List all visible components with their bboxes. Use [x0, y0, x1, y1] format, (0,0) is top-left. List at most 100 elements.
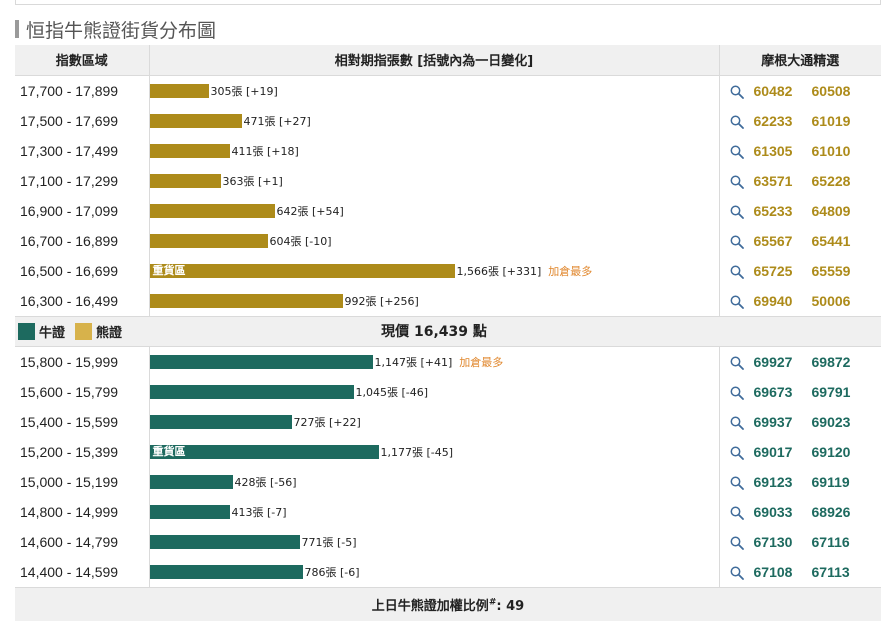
page-title: 恒指牛熊證街貨分布圖 [26, 19, 217, 42]
bear-row: 16,900 - 17,099 642張 [+54] 65233 64809 [15, 195, 881, 226]
range-label: 16,700 - 16,899 [15, 225, 150, 256]
search-icon[interactable] [730, 235, 744, 249]
bar-value-label: 771張 [-5] [301, 535, 357, 549]
bull-bar: 重貨區 [149, 444, 379, 459]
price-row-spacer [719, 315, 881, 347]
search-icon[interactable] [730, 476, 744, 490]
pick-codes: 69673 69791 [719, 377, 881, 407]
bull-rows: 15,800 - 15,999 1,147張 [+41] 加倉最多 69927 6987… [15, 346, 881, 587]
warrant-code-link[interactable]: 67108 [753, 563, 793, 580]
title-accent-bar [15, 20, 19, 38]
search-icon[interactable] [730, 416, 744, 430]
search-icon[interactable] [730, 145, 744, 159]
pick-codes: 65725 65559 [719, 256, 881, 286]
warrant-code-link[interactable]: 61305 [753, 142, 793, 159]
warrant-code-link[interactable]: 69119 [811, 473, 850, 490]
bull-row: 14,800 - 14,999 413張 [-7] 69033 68926 [15, 496, 881, 527]
warrant-code-link[interactable]: 69033 [753, 503, 793, 520]
bear-bar [149, 143, 230, 158]
search-icon[interactable] [730, 566, 744, 580]
warrant-code-link[interactable]: 62233 [753, 112, 793, 129]
range-label: 17,100 - 17,299 [15, 165, 150, 196]
bar-cell: 771張 [-5] [149, 526, 720, 557]
warrant-code-link[interactable]: 67116 [811, 533, 850, 550]
warrant-code-link[interactable]: 65567 [753, 232, 793, 249]
warrant-code-link[interactable]: 69791 [811, 383, 851, 400]
warrant-code-link[interactable]: 69123 [753, 473, 793, 490]
search-icon[interactable] [730, 265, 744, 279]
bull-row: 14,400 - 14,599 786張 [-6] 67108 67113 [15, 556, 881, 587]
bar-cell: 413張 [-7] [149, 496, 720, 527]
bull-row: 15,000 - 15,199 428張 [-56] 69123 69119 [15, 466, 881, 497]
bear-rows: 17,700 - 17,899 305張 [+19] 60482 60508 17,50… [15, 75, 881, 316]
search-icon[interactable] [730, 295, 744, 309]
range-label: 15,600 - 15,799 [15, 376, 150, 407]
header-chart: 相對期指張數 [括號內為一日變化] [149, 45, 720, 76]
footnote-mark: # [488, 597, 497, 608]
bull-bar [149, 474, 233, 489]
bar-value-label: 471張 [+27] [243, 114, 311, 128]
pick-codes: 60482 60508 [719, 75, 881, 106]
footer-row: 上日牛熊證加權比例#: 49 [15, 586, 881, 621]
range-label: 14,600 - 14,799 [15, 526, 150, 557]
header-range: 指數區域 [15, 45, 150, 76]
warrant-code-link[interactable]: 69120 [811, 443, 851, 460]
bull-row: 15,600 - 15,799 1,045張 [-46] 69673 69791 [15, 376, 881, 407]
warrant-code-link[interactable]: 50006 [811, 292, 851, 309]
pick-codes: 69927 69872 [719, 346, 881, 377]
warrant-code-link[interactable]: 69673 [753, 383, 793, 400]
bar-note: 加倉最多 [548, 264, 593, 278]
search-icon[interactable] [730, 356, 744, 370]
search-icon[interactable] [730, 506, 744, 520]
warrant-code-link[interactable]: 68926 [811, 503, 851, 520]
search-icon[interactable] [730, 85, 744, 99]
warrant-code-link[interactable]: 65233 [753, 202, 793, 219]
range-label: 15,800 - 15,999 [15, 346, 150, 377]
bull-row: 14,600 - 14,799 771張 [-5] 67130 67116 [15, 526, 881, 557]
warrant-code-link[interactable]: 63571 [753, 172, 793, 189]
pick-codes: 69123 69119 [719, 467, 881, 497]
bar-value-label: 727張 [+22] [293, 415, 361, 429]
warrant-code-link[interactable]: 69927 [753, 353, 793, 370]
warrant-code-link[interactable]: 65228 [811, 172, 851, 189]
warrant-code-link[interactable]: 69017 [753, 443, 793, 460]
warrant-code-link[interactable]: 65559 [811, 262, 851, 279]
warrant-code-link[interactable]: 61019 [811, 112, 851, 129]
warrant-code-link[interactable]: 64809 [811, 202, 851, 219]
bear-row: 16,300 - 16,499 992張 [+256] 69940 50006 [15, 285, 881, 316]
search-icon[interactable] [730, 115, 744, 129]
bar-cell: 428張 [-56] [149, 466, 720, 497]
bull-bar [149, 414, 292, 429]
bar-cell: 604張 [-10] [149, 225, 720, 256]
bar-cell: 411張 [+18] [149, 135, 720, 166]
section-header: 恒指牛熊證街貨分布圖 [15, 16, 216, 42]
warrant-code-link[interactable]: 69872 [811, 353, 851, 370]
warrant-code-link[interactable]: 60482 [753, 82, 793, 99]
heavy-zone-label: 重貨區 [152, 263, 186, 277]
pick-codes: 61305 61010 [719, 136, 881, 166]
legend-label-bull: 牛證 [39, 325, 66, 341]
warrant-code-link[interactable]: 67113 [811, 563, 850, 580]
warrant-code-link[interactable]: 69023 [811, 413, 851, 430]
warrant-code-link[interactable]: 61010 [811, 142, 851, 159]
search-icon[interactable] [730, 386, 744, 400]
bear-bar [149, 113, 242, 128]
bull-bar [149, 534, 300, 549]
pick-codes: 69033 68926 [719, 497, 881, 527]
warrant-code-link[interactable]: 65725 [753, 262, 793, 279]
bar-value-label: 305張 [+19] [210, 84, 278, 98]
search-icon[interactable] [730, 536, 744, 550]
search-icon[interactable] [730, 205, 744, 219]
warrant-code-link[interactable]: 69937 [753, 413, 793, 430]
warrant-code-link[interactable]: 60508 [811, 82, 851, 99]
top-frame [15, 0, 881, 5]
bar-value-label: 413張 [-7] [231, 505, 287, 519]
bar-cell: 727張 [+22] [149, 406, 720, 437]
search-icon[interactable] [730, 446, 744, 460]
search-icon[interactable] [730, 175, 744, 189]
warrant-code-link[interactable]: 67130 [753, 533, 793, 550]
distribution-table: 指數區域 相對期指張數 [括號內為一日變化] 摩根大通精選 17,700 - 1… [15, 45, 881, 621]
pick-codes: 67130 67116 [719, 527, 881, 557]
warrant-code-link[interactable]: 69940 [753, 292, 793, 309]
warrant-code-link[interactable]: 65441 [811, 232, 851, 249]
